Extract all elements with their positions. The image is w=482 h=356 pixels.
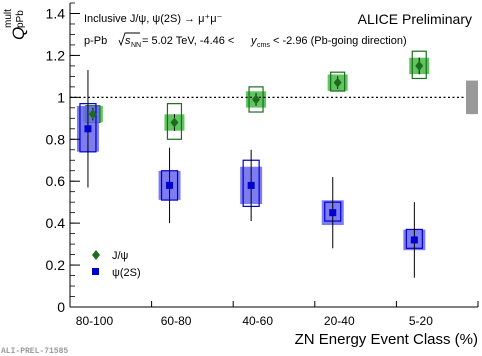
collision-rest: = 5.02 TeV, -4.46 < xyxy=(142,35,234,47)
y-axis-title-sup: mult xyxy=(3,9,14,28)
legend-marker-diamond xyxy=(92,250,100,260)
point-jpsi-1 xyxy=(170,117,179,128)
point-psi2s-2 xyxy=(247,181,255,189)
x-tick-label-3: 20-40 xyxy=(324,314,355,328)
y-tick-label-3: 0.6 xyxy=(46,173,66,189)
footer-label: ALI-PREL-71585 xyxy=(1,347,68,356)
y-tick-label-5: 1 xyxy=(57,89,65,105)
y-axis-title: Q mult pPb xyxy=(3,9,28,40)
y-tick-label-2: 0.4 xyxy=(46,215,66,231)
legend-label-jpsi: J/ψ xyxy=(112,250,129,262)
collision-y-sub: cms xyxy=(257,42,270,49)
y-axis-title-main: Q xyxy=(9,27,28,40)
data-points xyxy=(84,57,424,278)
x-tick-label-4: 5-20 xyxy=(409,314,433,328)
syst-box-0-4 xyxy=(411,50,427,80)
y-tick-label-6: 1.2 xyxy=(46,47,66,63)
point-psi2s-1 xyxy=(166,181,174,189)
legend-item-jpsi: J/ψ xyxy=(92,250,129,262)
x-tick-label-2: 40-60 xyxy=(242,314,273,328)
collision-tail: < -2.96 (Pb-going direction) xyxy=(273,35,407,47)
collision-sub: NN xyxy=(131,42,141,49)
x-tick-label-0: 80-100 xyxy=(76,314,114,328)
process-label: Inclusive J/ψ, ψ(2S) → μ⁺μ⁻ xyxy=(84,13,223,25)
legend-label-psi2s: ψ(2S) xyxy=(112,267,141,279)
collision-prefix: p-Pb xyxy=(84,35,107,47)
y-tick-label-0: 0 xyxy=(57,299,65,315)
point-jpsi-2 xyxy=(252,94,261,105)
sqrt-sign xyxy=(118,32,140,47)
syst-box-0-2 xyxy=(248,86,264,113)
point-jpsi-4 xyxy=(415,60,424,71)
legend: J/ψ ψ(2S) xyxy=(92,250,141,279)
y-tick-label-1: 0.2 xyxy=(46,257,66,273)
x-axis-title: ZN Energy Event Class (%) xyxy=(295,331,478,348)
collision-y: y xyxy=(250,35,258,47)
global-uncertainty-band xyxy=(466,80,478,115)
systematic-boxes xyxy=(76,50,430,251)
axes: 0 0.2 0.4 0.6 0.8 1 1.2 1.4 80-100 60-80 40-60 20-4… xyxy=(46,2,479,328)
point-psi2s-0 xyxy=(84,125,92,133)
collision-sqrt: s xyxy=(125,35,131,47)
legend-marker-square xyxy=(92,268,99,275)
point-psi2s-4 xyxy=(410,236,418,244)
legend-item-psi2s: ψ(2S) xyxy=(92,267,141,279)
point-psi2s-3 xyxy=(329,209,337,217)
y-axis-title-sub: pPb xyxy=(15,10,26,28)
collision-label: p-Pb s NN = 5.02 TeV, -4.46 < y cms < -2… xyxy=(84,32,407,49)
x-tick-label-1: 60-80 xyxy=(161,314,192,328)
y-tick-label-4: 0.8 xyxy=(46,131,66,147)
alice-preliminary-label: ALICE Preliminary xyxy=(358,11,472,27)
syst-box-0-1 xyxy=(166,103,183,140)
syst-box-0-3 xyxy=(330,71,346,92)
point-jpsi-0 xyxy=(88,109,97,120)
point-jpsi-3 xyxy=(333,77,342,88)
y-tick-label-7: 1.4 xyxy=(46,5,66,21)
